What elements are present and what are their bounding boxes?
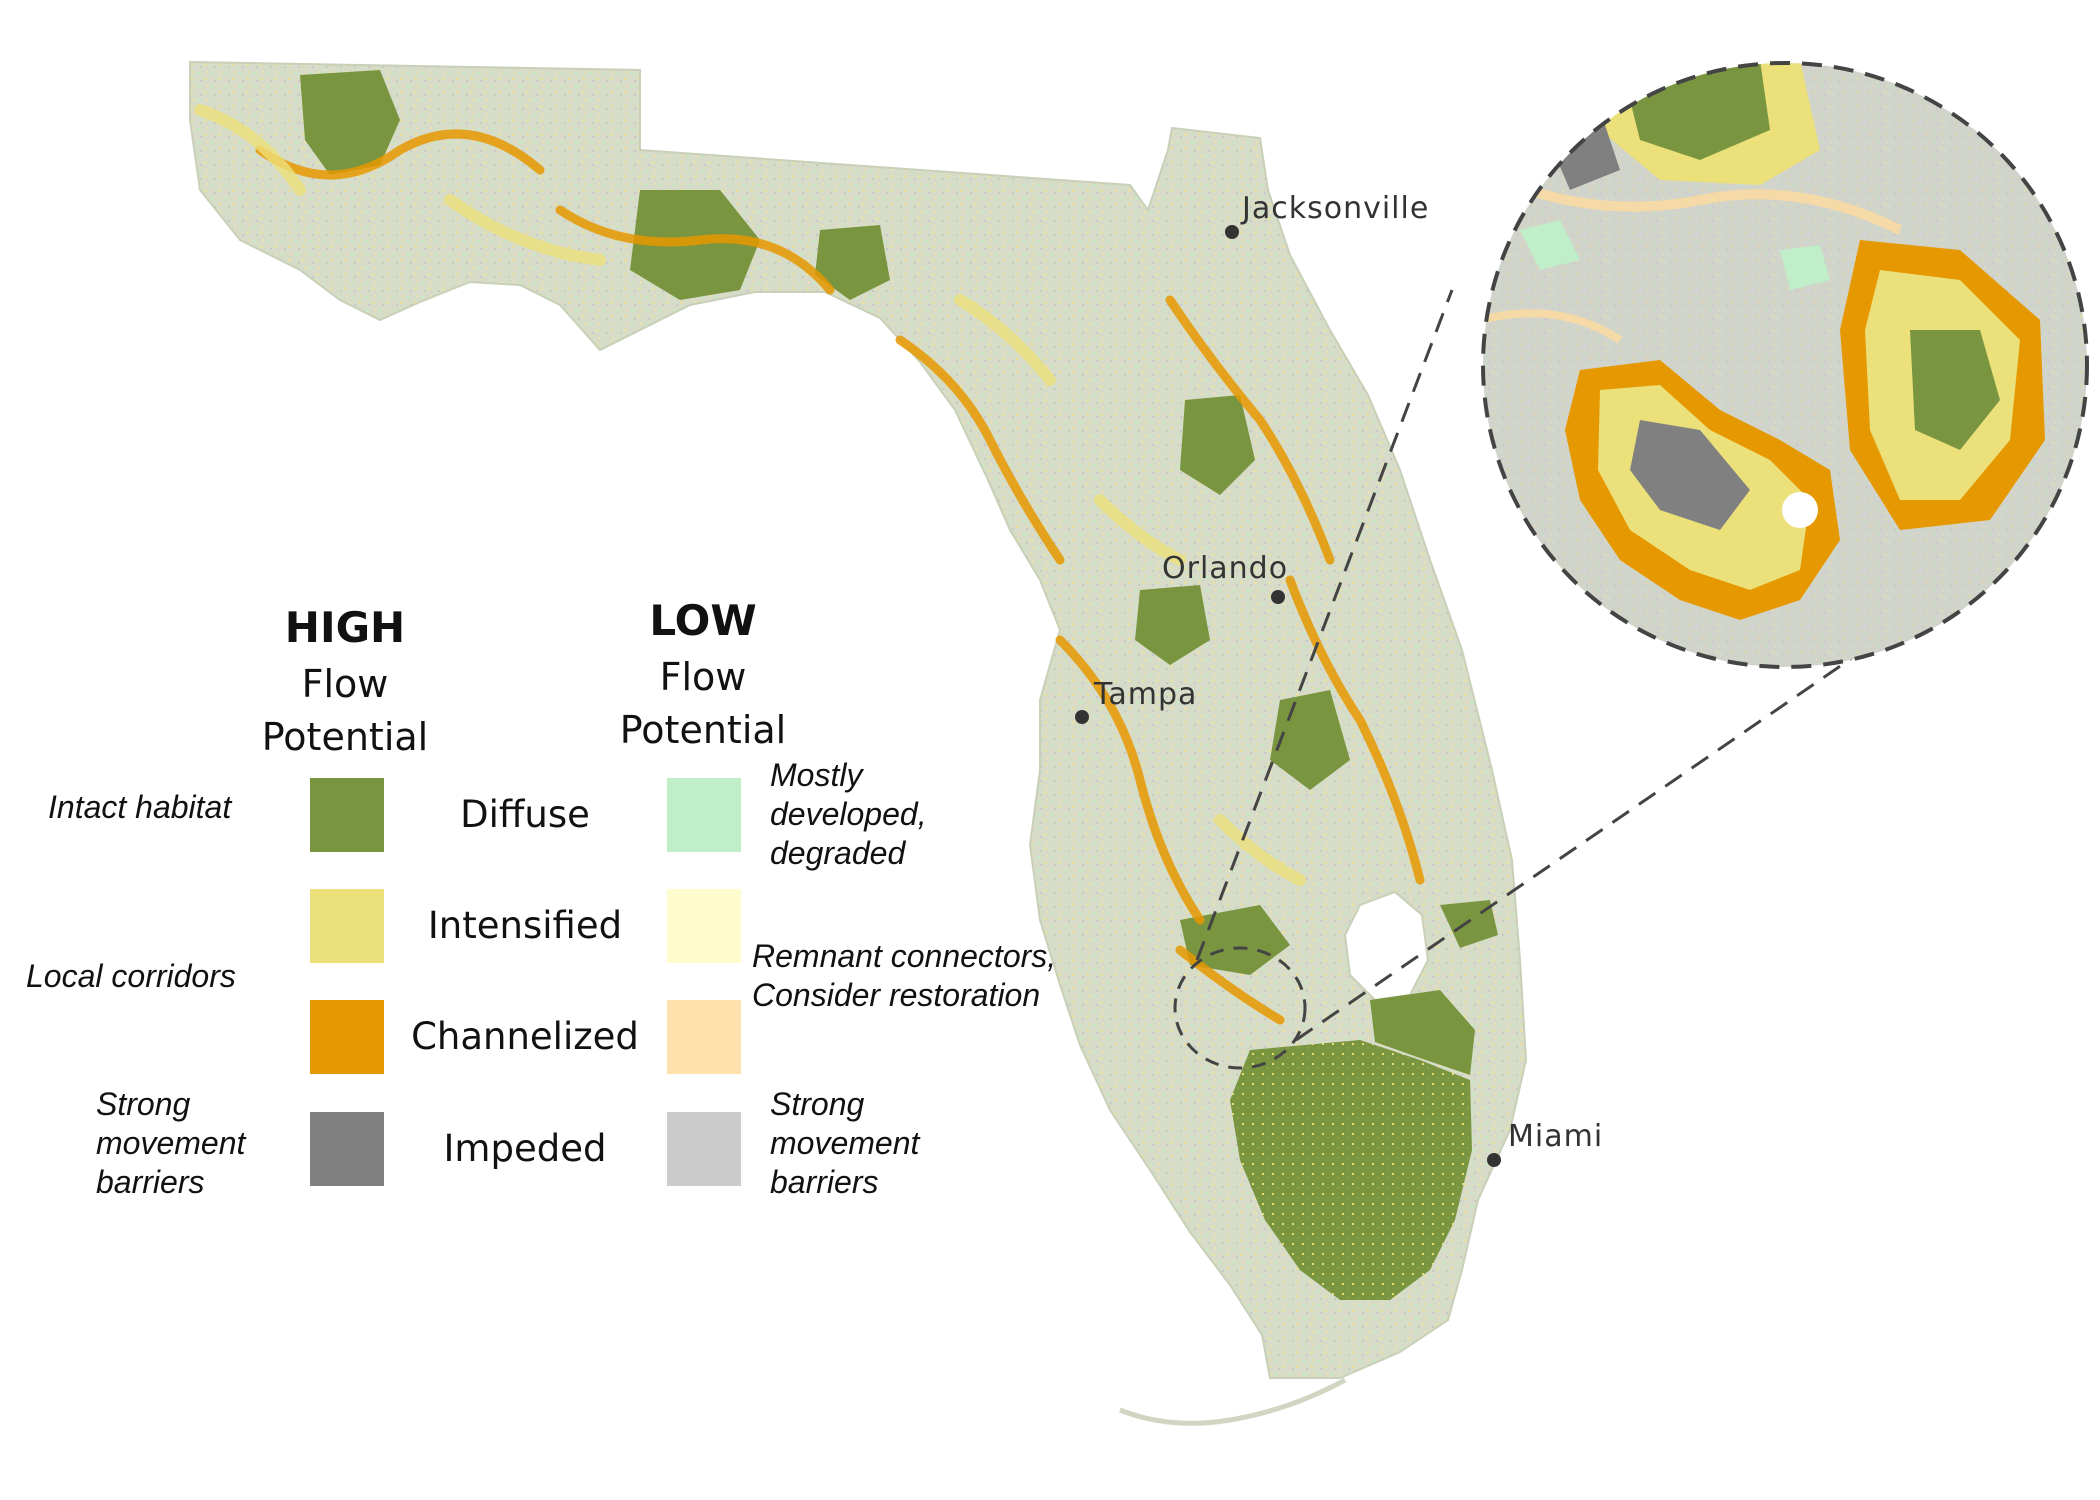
city-label: Orlando	[1162, 551, 1288, 586]
channelized-corridors	[255, 129, 1425, 1025]
city-miami: Miami	[1487, 1119, 1603, 1167]
zoom-source-circle	[1173, 946, 1307, 1070]
everglades-region	[1230, 1040, 1472, 1300]
zoom-connector-lower	[1295, 623, 1901, 1042]
central-habitat-1	[1180, 395, 1255, 495]
panhandle-habitat-3	[815, 225, 890, 300]
city-label: Jacksonville	[1240, 191, 1429, 226]
city-marker	[1271, 590, 1285, 604]
big-cypress-region	[1370, 990, 1475, 1075]
lake-okeechobee	[1343, 890, 1430, 1002]
south-central-habitat	[1180, 905, 1290, 975]
city-label: Miami	[1508, 1119, 1603, 1154]
city-marker	[1225, 225, 1239, 239]
city-orlando: Orlando	[1162, 551, 1288, 604]
city-jacksonville: Jacksonville	[1225, 191, 1429, 239]
zoom-lens-outline	[1481, 61, 2089, 669]
city-marker	[1075, 710, 1089, 724]
central-habitat-2	[1135, 585, 1210, 665]
intensified-corridors	[194, 104, 1306, 886]
panhandle-habitat-1	[300, 70, 400, 175]
city-label: Tampa	[1093, 677, 1197, 712]
zoom-connector-upper	[1195, 289, 1454, 961]
city-marker	[1487, 1153, 1501, 1167]
city-tampa: Tampa	[1075, 677, 1197, 724]
florida-keys	[1119, 1377, 1347, 1426]
